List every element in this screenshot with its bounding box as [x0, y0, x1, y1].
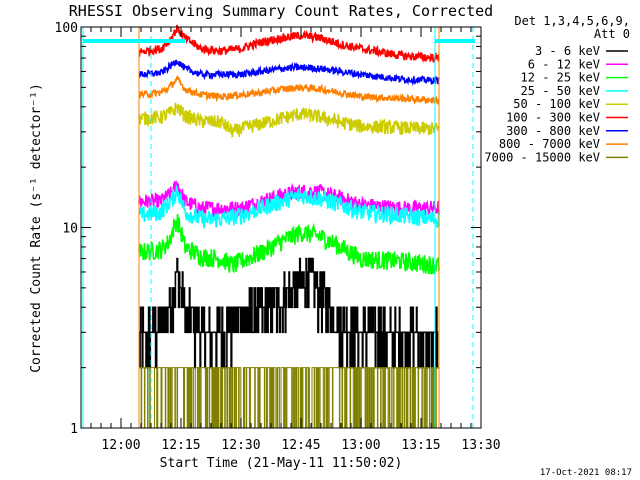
legend-title-line-1: Det 1,3,4,5,6,9,	[514, 14, 630, 28]
series-line-300-800-kev	[138, 59, 440, 87]
plot-data	[138, 24, 440, 429]
series-line-800-7000-kev	[138, 75, 440, 106]
legend-label: 800 - 7000 keV	[499, 137, 600, 151]
series-line-12-25-kev	[138, 213, 440, 275]
legend-label: 25 - 50 keV	[521, 84, 600, 98]
legend-label: 3 - 6 keV	[535, 44, 600, 58]
x-tick-label: 13:00	[341, 438, 380, 453]
series-50-100-kev	[138, 102, 440, 138]
series-line-3-6-kev	[138, 257, 439, 369]
x-tick-label: 12:00	[101, 438, 140, 453]
legend-label: 12 - 25 keV	[521, 71, 600, 85]
series-12-25-kev	[138, 213, 440, 275]
series-line-100-300-kev	[138, 24, 440, 64]
series-300-800-kev	[138, 59, 440, 87]
legend-label: 100 - 300 keV	[506, 111, 600, 125]
chart-title: RHESSI Observing Summary Count Rates, Co…	[69, 2, 493, 20]
series-25-50-kev	[138, 184, 440, 229]
x-axis-label: Start Time (21-May-11 11:50:02)	[160, 456, 403, 471]
series-800-7000-kev	[138, 75, 440, 106]
y-tick-label: 1	[70, 422, 78, 437]
legend-title-line-2: Att 0	[594, 27, 630, 41]
x-tick-label: 12:30	[221, 438, 260, 453]
x-tick-label: 12:45	[281, 438, 320, 453]
series-100-300-kev	[138, 24, 440, 64]
x-tick-label: 13:15	[401, 438, 440, 453]
series-line-50-100-kev	[138, 102, 440, 138]
x-tick-label: 13:30	[461, 438, 500, 453]
top-state-bar-2	[435, 39, 475, 43]
y-tick-label: 10	[62, 222, 78, 237]
timestamp: 17-Oct-2021 08:17	[540, 468, 632, 478]
top-state-bar-1	[83, 39, 185, 43]
legend-label: 50 - 100 keV	[513, 97, 600, 111]
x-tick-label: 12:15	[161, 438, 200, 453]
axis-ticks: 12:00 12:15 12:30 12:45 13:00 13:15 13:30 1 10 10…	[55, 21, 501, 453]
legend-label: 6 - 12 keV	[528, 57, 600, 71]
legend-label: 300 - 800 keV	[506, 124, 600, 138]
series-line-25-50-kev	[138, 184, 440, 229]
y-axis-label: Corrected Count Rate (s⁻¹ detector⁻¹)	[29, 83, 44, 373]
legend-label: 7000 - 15000 keV	[484, 150, 600, 164]
series-3-6-kev	[138, 257, 439, 369]
y-tick-label: 100	[55, 21, 78, 36]
